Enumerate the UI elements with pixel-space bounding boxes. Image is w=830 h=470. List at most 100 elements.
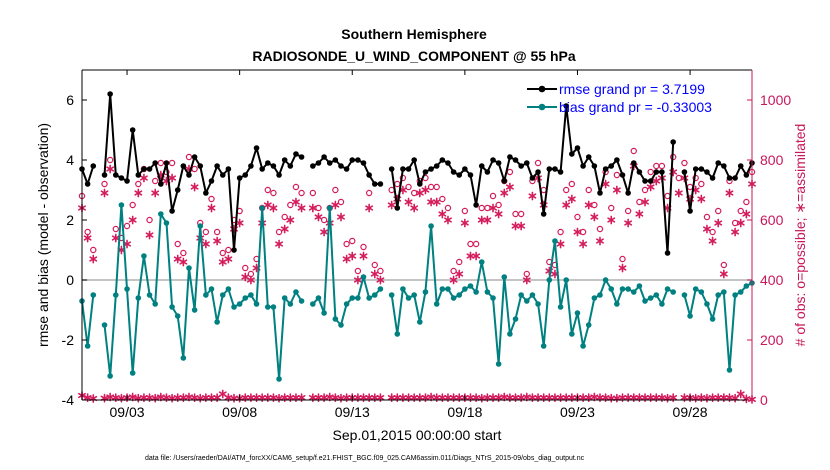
bias-point — [135, 295, 142, 301]
bias-point — [112, 292, 119, 298]
bias-point — [614, 301, 620, 307]
obs-assimilated-point-stroke — [674, 190, 683, 196]
legend-bias-label: bias grand pr = -0.33003 — [559, 99, 712, 115]
obs-assimilated-point-stroke — [612, 187, 621, 193]
y-tick-label: 4 — [66, 152, 74, 168]
rmse-point — [726, 175, 733, 181]
bias-point — [433, 301, 440, 307]
y2-tick-label: 600 — [760, 212, 784, 228]
rmse-point — [608, 163, 615, 169]
rmse-point — [490, 157, 496, 163]
rmse-point — [681, 169, 688, 175]
bias-point — [259, 205, 265, 211]
obs-possible-point — [630, 147, 637, 155]
obs-assimilated-point — [449, 275, 458, 285]
bias-point — [732, 292, 738, 298]
rmse-point — [197, 163, 204, 169]
obs-assimilated-point-stroke — [275, 241, 283, 247]
rmse-point — [687, 208, 693, 214]
obs-assimilated-point — [742, 209, 751, 219]
obs-possible-point — [337, 198, 345, 206]
obs-assimilated-point — [168, 173, 177, 183]
rmse-point — [670, 139, 676, 145]
bias-point — [580, 343, 586, 349]
rmse-point — [501, 178, 508, 184]
obs-assimilated-point-stroke — [134, 395, 143, 401]
bias-point — [360, 274, 367, 280]
obs-assimilated-point — [596, 236, 604, 246]
obs-assimilated-point-stroke — [292, 199, 300, 205]
obs-possible-point — [574, 213, 581, 221]
obs-assimilated-point — [736, 218, 745, 228]
bias-point — [248, 292, 254, 298]
obs-assimilated-point — [460, 218, 469, 228]
rmse-point — [321, 154, 327, 160]
rmse-point — [428, 166, 434, 172]
obs-assimilated-point-stroke — [269, 205, 278, 211]
obs-possible-point — [292, 183, 300, 191]
obs-assimilated-point-stroke — [477, 395, 486, 401]
obs-possible-point — [608, 204, 615, 212]
obs-assimilated-point-stroke — [714, 220, 723, 226]
bias-point — [569, 331, 575, 337]
obs-assimilated-point — [731, 393, 740, 403]
rmse-point — [236, 175, 243, 181]
rmse-point — [276, 172, 282, 178]
rmse-point — [112, 172, 119, 178]
rmse-point — [169, 208, 175, 214]
obs-possible-point — [101, 180, 108, 188]
obs-possible-point — [720, 261, 728, 269]
bias-point — [197, 223, 204, 229]
obs-assimilated-point — [286, 215, 295, 225]
bias-point — [208, 286, 215, 292]
obs-assimilated-point — [353, 275, 362, 285]
bias-point — [231, 304, 237, 310]
x-tick-label: 09/08 — [222, 404, 257, 420]
rmse-point — [512, 157, 519, 163]
bias-point — [298, 298, 305, 304]
rmse-point — [248, 163, 254, 169]
rmse-point — [377, 181, 384, 187]
obs-possible-point — [242, 264, 249, 272]
bias-point — [428, 223, 434, 229]
bias-point — [417, 319, 423, 325]
rmse-point — [495, 160, 502, 166]
bias-point — [118, 202, 125, 208]
obs-possible-point — [433, 183, 440, 191]
bias-point — [293, 289, 299, 295]
obs-assimilated-point-stroke — [736, 220, 745, 226]
bias-point — [704, 301, 710, 307]
obs-assimilated-point-stroke — [235, 220, 244, 226]
obs-possible-point — [456, 258, 463, 266]
obs-assimilated-point-stroke — [489, 205, 497, 211]
obs-assimilated-point-stroke — [246, 277, 255, 283]
bias-point — [692, 286, 699, 292]
obs-assimilated-point — [697, 194, 706, 204]
obs-possible-point — [275, 228, 283, 236]
rmse-point — [101, 172, 108, 178]
obs-assimilated-point — [624, 218, 633, 228]
obs-assimilated-point-stroke — [213, 238, 222, 244]
bias-point — [158, 211, 164, 217]
bias-point — [152, 301, 158, 307]
obs-assimilated-point-stroke — [275, 395, 283, 401]
bias-point — [270, 304, 277, 310]
obs-assimilated-point-stroke — [173, 256, 182, 262]
bias-point — [709, 316, 716, 322]
rmse-point — [163, 160, 170, 166]
axis-ticks: -4 -2 0 2 4 6 0 200 400 600 800 1000 09/03 09/08 09/13… — [62, 70, 791, 420]
rmse-point — [715, 160, 722, 166]
obs-assimilated-point — [708, 236, 717, 246]
obs-possible-point — [168, 159, 176, 167]
legend: rmse grand pr = 3.7199 bias grand pr = -… — [527, 81, 712, 115]
bias-point — [602, 277, 609, 283]
bias-point — [445, 286, 451, 292]
obs-assimilated-point-stroke — [348, 253, 357, 259]
bias-point — [186, 265, 192, 271]
obs-possible-point — [563, 186, 570, 194]
rmse-point — [180, 163, 187, 169]
obs-assimilated-point-stroke — [117, 395, 126, 401]
obs-assimilated-point-stroke — [607, 217, 616, 223]
rmse-point — [478, 163, 485, 169]
obs-possible-point — [658, 162, 666, 170]
